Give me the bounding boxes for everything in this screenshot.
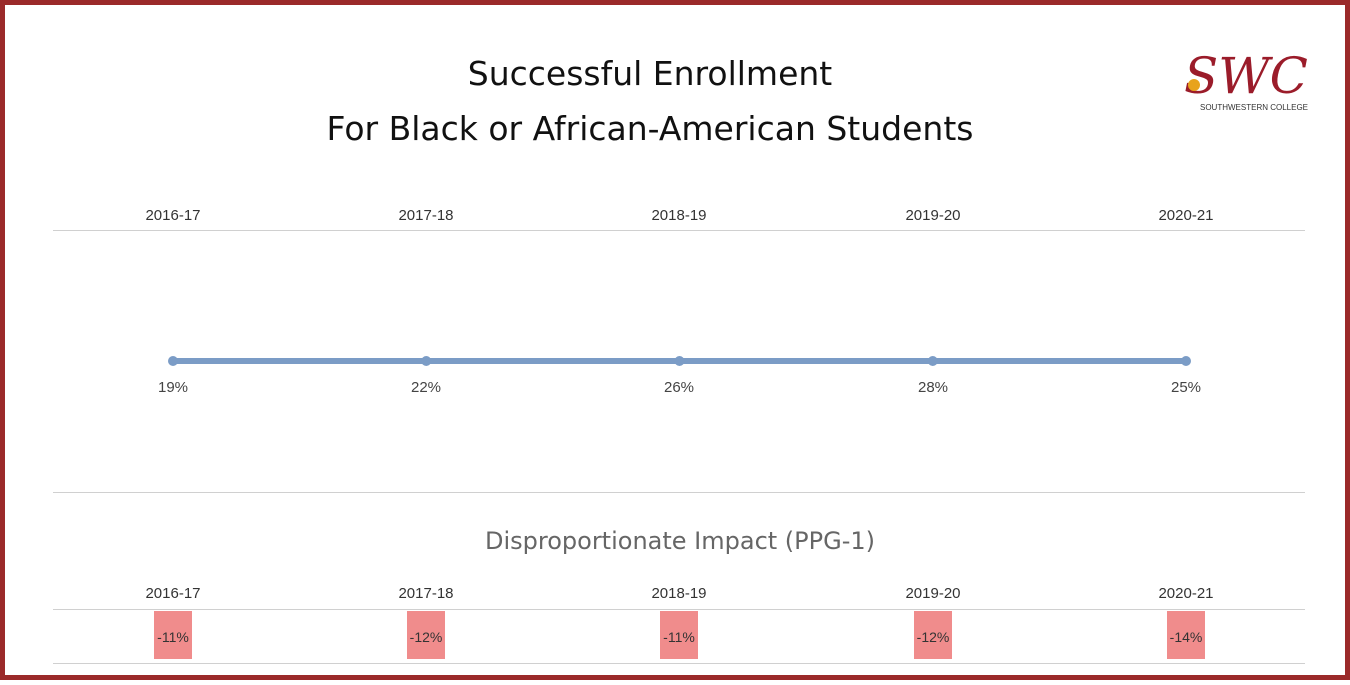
di-year-label: 2016-17: [145, 585, 201, 602]
year-label: 2019-20: [905, 207, 961, 224]
data-point-2017-18: [421, 356, 432, 366]
data-point-2019-20: [927, 356, 938, 366]
data-label: 28%: [917, 379, 949, 396]
year-label: 2017-18: [398, 207, 454, 224]
di-cell: -12%: [914, 611, 952, 659]
year-label: 2020-21: [1158, 207, 1214, 224]
di-year-label: 2018-19: [651, 585, 707, 602]
year-label: 2018-19: [651, 207, 707, 224]
data-point-2018-19: [674, 356, 685, 366]
di-year-label: 2020-21: [1158, 585, 1214, 602]
data-point-2020-21: [1181, 356, 1191, 366]
bottom-rule: [53, 663, 1305, 664]
year-label: 2016-17: [145, 207, 201, 224]
di-year-label: 2019-20: [905, 585, 961, 602]
logo-sun-icon: [1188, 79, 1200, 91]
di-section-title: Disproportionate Impact (PPG-1): [484, 527, 875, 555]
data-label: 25%: [1170, 379, 1202, 396]
di-cell: -14%: [1167, 611, 1205, 659]
di-axis-rule: [53, 609, 1305, 610]
chart-title-line1: Successful Enrollment: [467, 54, 833, 93]
top-axis-rule: [53, 230, 1305, 231]
data-label: 26%: [663, 379, 695, 396]
southwestern-college-logo: SWC SOUTHWESTERN COLLEGE: [1184, 47, 1308, 112]
di-cell: -12%: [407, 611, 445, 659]
logo-caption: SOUTHWESTERN COLLEGE: [1200, 103, 1308, 112]
chart-title-line2: For Black or African-American Students: [326, 109, 974, 148]
di-year-label: 2017-18: [398, 585, 454, 602]
data-label: 22%: [410, 379, 442, 396]
data-label: 19%: [157, 379, 189, 396]
di-cell: -11%: [154, 611, 192, 659]
logo-mark: SWC: [1184, 47, 1308, 105]
di-cell: -11%: [660, 611, 698, 659]
trend-line-chart: [168, 356, 1191, 366]
section-divider: [53, 492, 1305, 493]
data-point-2016-17: [168, 356, 178, 366]
